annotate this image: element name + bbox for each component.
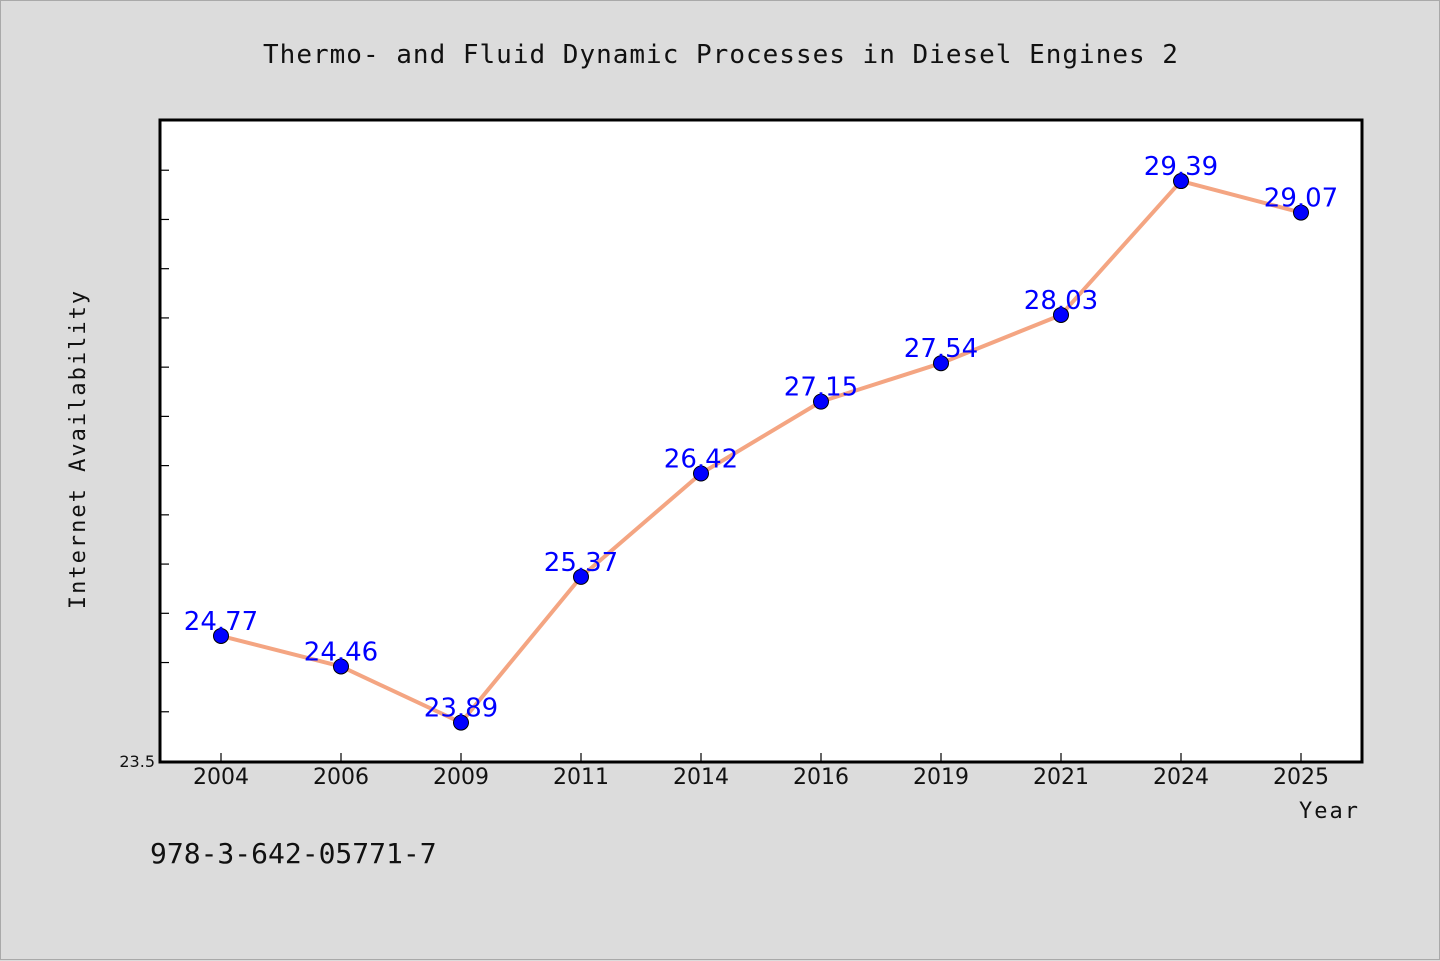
data-point <box>453 714 469 731</box>
data-point <box>1053 306 1069 323</box>
series-layer <box>213 173 1309 731</box>
data-point <box>573 568 589 585</box>
data-label: 29.07 <box>1264 184 1338 214</box>
data-point <box>933 355 949 372</box>
x-axis-ticks: 2004 2006 2009 2011 2014 2016 2019 2021 2024 2025 <box>193 753 1329 790</box>
data-label: 27.54 <box>904 334 978 364</box>
x-tick-label: 2004 <box>193 765 249 790</box>
data-label: 28.03 <box>1024 286 1098 316</box>
data-point <box>1293 204 1309 221</box>
x-tick-label: 2009 <box>433 765 489 790</box>
x-tick-label: 2019 <box>913 765 969 790</box>
chart-title: Thermo- and Fluid Dynamic Processes in D… <box>263 40 1179 70</box>
data-labels-layer: 24.77 24.46 23.89 25.37 26.42 27.15 27.54 28.03… <box>184 152 1338 724</box>
plot-area <box>158 118 1364 764</box>
data-label: 27.15 <box>784 373 858 403</box>
x-tick-label: 2016 <box>793 765 849 790</box>
x-tick-label: 2021 <box>1033 765 1089 790</box>
y-axis-title: Internet Availability <box>66 289 91 609</box>
data-label: 26.42 <box>664 444 738 474</box>
x-tick-label: 2011 <box>553 765 609 790</box>
data-label: 25.37 <box>544 548 618 578</box>
data-label: 23.89 <box>424 694 498 724</box>
x-tick-label: 2024 <box>1153 765 1209 790</box>
x-axis-title: Year <box>1299 799 1360 824</box>
data-label: 29.39 <box>1144 152 1218 182</box>
series-line <box>220 179 1302 725</box>
y-tick-label: 23.5 <box>119 752 155 771</box>
data-label: 24.46 <box>304 637 378 667</box>
data-point <box>693 465 709 482</box>
footnote-isbn: 978-3-642-05771-7 <box>150 837 437 870</box>
x-tick-label: 2025 <box>1273 765 1329 790</box>
data-point <box>813 393 829 410</box>
data-point <box>213 627 229 644</box>
data-point <box>1173 173 1189 190</box>
x-tick-label: 2006 <box>313 765 369 790</box>
x-tick-label: 2014 <box>673 765 729 790</box>
data-label: 24.77 <box>184 607 258 637</box>
data-point <box>333 658 349 675</box>
y-axis-ticks: 23.5 <box>119 169 169 771</box>
